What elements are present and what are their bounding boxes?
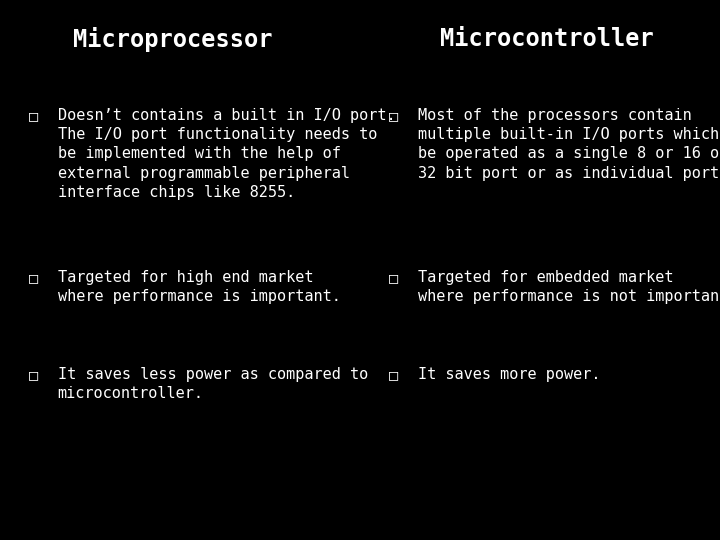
Text: □: □ <box>389 108 398 123</box>
Text: □: □ <box>29 270 38 285</box>
Text: □: □ <box>389 270 398 285</box>
Text: It saves less power as compared to
microcontroller.: It saves less power as compared to micro… <box>58 367 368 401</box>
Text: Doesn’t contains a built in I/O port.
The I/O port functionality needs to
be imp: Doesn’t contains a built in I/O port. Th… <box>58 108 395 200</box>
Text: Targeted for high end market
where performance is important.: Targeted for high end market where perfo… <box>58 270 341 304</box>
Text: Microcontroller: Microcontroller <box>441 27 654 51</box>
Text: □: □ <box>29 367 38 382</box>
Text: Targeted for embedded market
where performance is not important.: Targeted for embedded market where perfo… <box>418 270 720 304</box>
Text: It saves more power.: It saves more power. <box>418 367 600 382</box>
Text: □: □ <box>29 108 38 123</box>
Text: Microprocessor: Microprocessor <box>73 27 273 52</box>
Text: Most of the processors contain
multiple built-in I/O ports which can
be operated: Most of the processors contain multiple … <box>418 108 720 180</box>
Text: □: □ <box>389 367 398 382</box>
